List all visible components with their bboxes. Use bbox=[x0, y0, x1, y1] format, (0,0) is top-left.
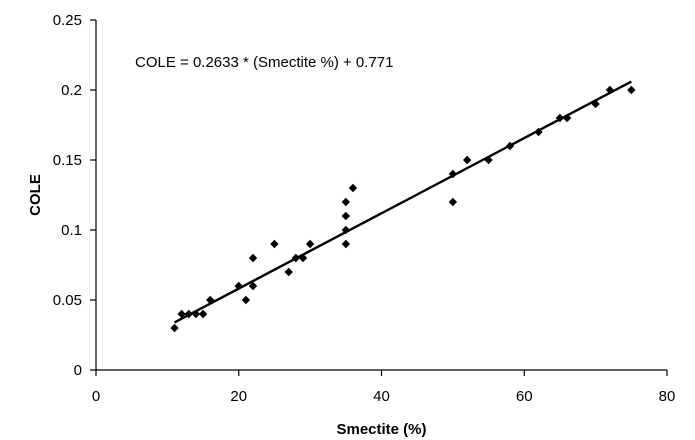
data-point bbox=[270, 239, 279, 249]
data-point bbox=[591, 99, 600, 109]
data-point bbox=[284, 267, 293, 277]
data-point bbox=[348, 183, 358, 193]
y-tick-label: 0.2 bbox=[61, 82, 82, 99]
data-point bbox=[555, 113, 565, 123]
trendline bbox=[173, 80, 632, 324]
data-point bbox=[234, 281, 243, 291]
data-point bbox=[605, 85, 615, 95]
data-point bbox=[484, 155, 493, 165]
data-point bbox=[291, 253, 301, 263]
x-tick-label: 0 bbox=[92, 388, 100, 405]
data-point bbox=[305, 239, 315, 249]
y-tick-label: 0 bbox=[74, 362, 82, 379]
x-tick-label: 80 bbox=[659, 388, 676, 405]
data-point bbox=[170, 323, 179, 333]
data-point bbox=[206, 295, 215, 305]
data-point bbox=[241, 295, 251, 305]
data-point bbox=[562, 113, 572, 123]
data-point bbox=[462, 155, 472, 165]
data-point bbox=[341, 211, 351, 221]
data-points bbox=[170, 85, 636, 333]
axis-ticks: 0 0.05 0.1 0.15 0.2 0.25 0 20 40 60 80 bbox=[53, 12, 676, 405]
data-point bbox=[248, 253, 258, 263]
y-axis-title: COLE bbox=[27, 174, 44, 216]
data-point bbox=[184, 309, 193, 319]
x-tick-label: 20 bbox=[230, 388, 247, 405]
data-point bbox=[177, 309, 186, 319]
data-point bbox=[248, 281, 258, 291]
data-point bbox=[191, 309, 201, 319]
data-point bbox=[505, 141, 515, 151]
data-point bbox=[341, 239, 351, 249]
trendline-group bbox=[173, 80, 632, 324]
data-point bbox=[341, 225, 351, 235]
regression-equation: COLE = 0.2633 * (Smectite %) + 0.771 bbox=[135, 54, 393, 71]
data-point bbox=[198, 309, 208, 319]
x-tick-label: 60 bbox=[516, 388, 533, 405]
y-tick-label: 0.15 bbox=[53, 152, 82, 169]
y-tick-label: 0.05 bbox=[53, 292, 82, 309]
x-tick-label: 40 bbox=[373, 388, 390, 405]
data-point bbox=[448, 169, 458, 179]
data-point bbox=[627, 85, 636, 95]
x-axis-title: Smectite (%) bbox=[336, 421, 426, 438]
y-tick-label: 0.25 bbox=[53, 12, 82, 29]
data-point bbox=[298, 253, 308, 263]
data-point bbox=[534, 127, 543, 137]
data-point bbox=[448, 197, 458, 207]
y-tick-label: 0.1 bbox=[61, 222, 82, 239]
data-point bbox=[341, 197, 351, 207]
